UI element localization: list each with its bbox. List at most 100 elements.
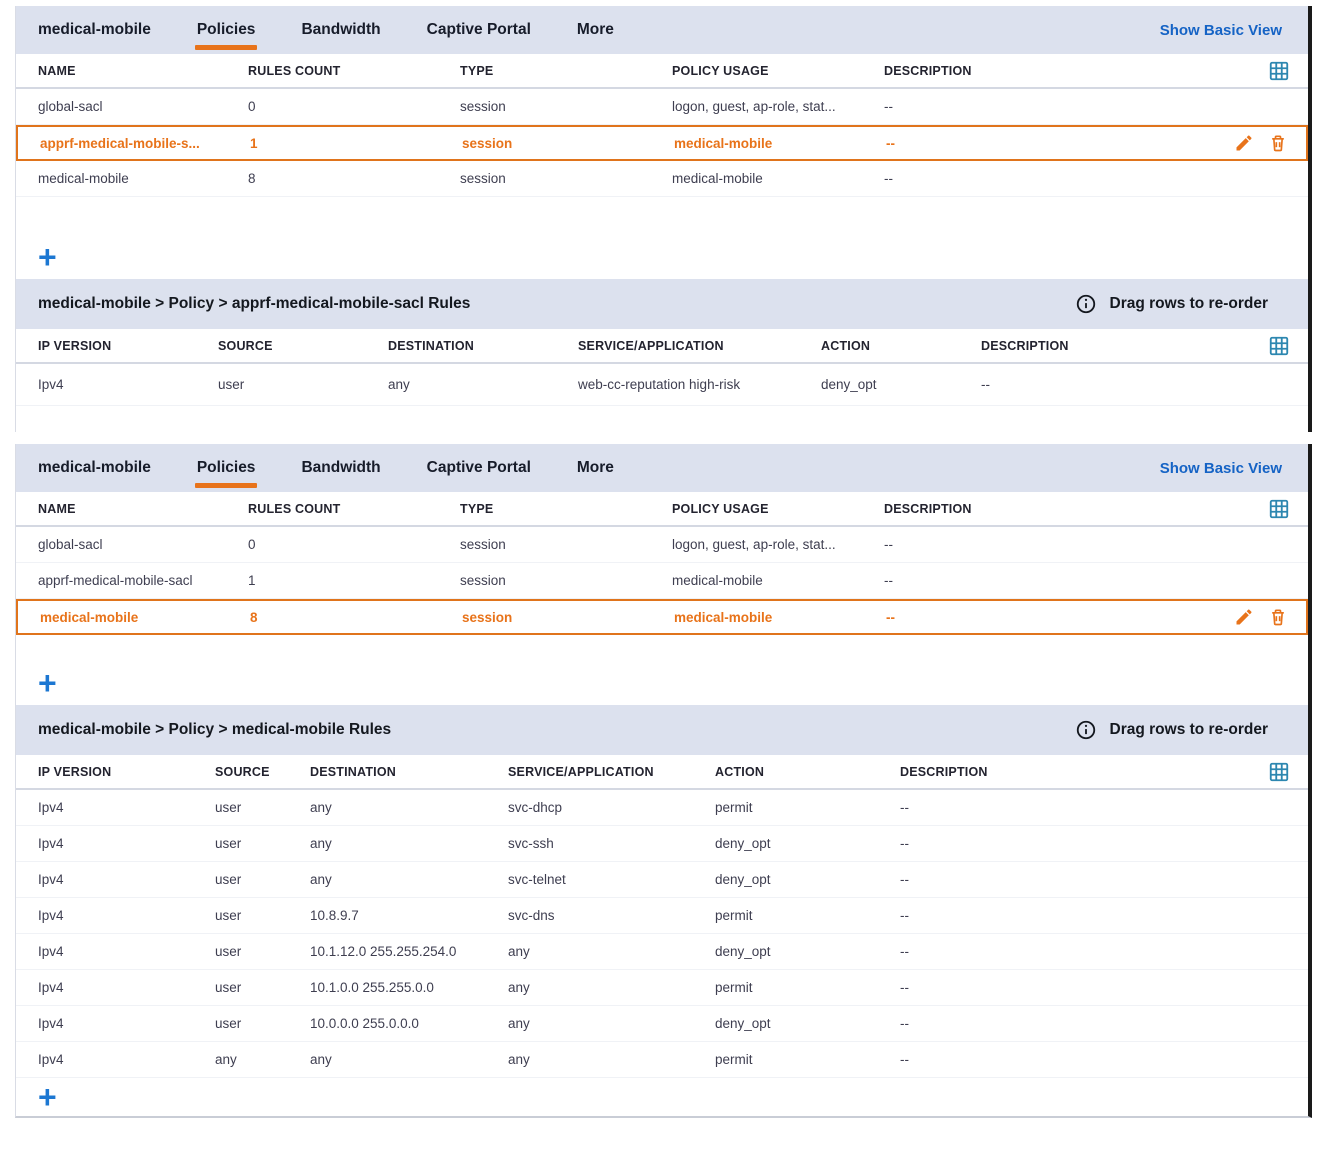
policy-description: -- (884, 171, 893, 186)
rule-row[interactable]: Ipv4 user any svc-dhcp permit -- (16, 790, 1308, 826)
rule-ip-version: Ipv4 (38, 944, 64, 959)
col-action: ACTION (821, 338, 871, 353)
rule-ip-version: Ipv4 (38, 1052, 64, 1067)
add-rule-button[interactable]: + (38, 1079, 57, 1115)
rule-row[interactable]: Ipv4 user any svc-ssh deny_opt -- (16, 826, 1308, 862)
col-source: SOURCE (215, 764, 270, 779)
tab-more[interactable]: More (576, 459, 614, 476)
rule-ip-version: Ipv4 (38, 836, 64, 851)
col-policy-usage: POLICY USAGE (672, 501, 769, 516)
policy-name: medical-mobile (40, 609, 139, 625)
info-icon (1075, 293, 1097, 315)
rule-ip-version: Ipv4 (38, 800, 64, 815)
tab-medical-mobile[interactable]: medical-mobile (38, 21, 151, 38)
col-service-application: SERVICE/APPLICATION (578, 338, 724, 353)
table-row-apprf-medical-mobile-sacl[interactable]: apprf-medical-mobile-sacl 1 session medi… (16, 563, 1308, 599)
edit-pencil-icon[interactable] (1234, 607, 1254, 627)
rule-row[interactable]: Ipv4 user 10.8.9.7 svc-dns permit -- (16, 898, 1308, 934)
tab-policies[interactable]: Policies (194, 444, 258, 492)
rule-row[interactable]: Ipv4 user 10.1.0.0 255.255.0.0 any permi… (16, 970, 1308, 1006)
table-row-apprf-medical-mobile-sacl-selected[interactable]: apprf-medical-mobile-s... 1 session medi… (16, 125, 1308, 161)
rule-service: any (508, 944, 530, 959)
show-basic-view-link[interactable]: Show Basic View (1159, 459, 1282, 477)
column-settings-icon[interactable] (1268, 335, 1290, 357)
policy-rules-count: 8 (248, 171, 256, 186)
col-policy-usage: POLICY USAGE (672, 63, 769, 78)
col-description: DESCRIPTION (884, 501, 972, 516)
policy-type: session (462, 609, 513, 625)
rule-ip-version: Ipv4 (38, 872, 64, 887)
rule-row[interactable]: Ipv4 user any web-cc-reputation high-ris… (16, 364, 1308, 406)
policy-name: global-sacl (38, 99, 103, 114)
rule-action: deny_opt (715, 836, 771, 851)
policy-usage: medical-mobile (674, 135, 773, 151)
policy-name: apprf-medical-mobile-sacl (38, 573, 193, 588)
col-source: SOURCE (218, 338, 273, 353)
policy-type: session (460, 573, 506, 588)
policy-name: global-sacl (38, 537, 103, 552)
column-settings-icon[interactable] (1268, 498, 1290, 520)
rule-source: user (215, 944, 242, 959)
rule-destination: any (310, 1052, 332, 1067)
rule-row[interactable]: Ipv4 user 10.1.12.0 255.255.254.0 any de… (16, 934, 1308, 970)
show-basic-view-link[interactable]: Show Basic View (1159, 21, 1282, 39)
delete-trash-icon[interactable] (1268, 607, 1288, 627)
column-settings-icon[interactable] (1268, 761, 1290, 783)
table-row-global-sacl[interactable]: global-sacl 0 session logon, guest, ap-r… (16, 527, 1308, 563)
rule-destination: 10.1.12.0 255.255.254.0 (310, 944, 457, 959)
rule-row[interactable]: Ipv4 any any any permit -- (16, 1042, 1308, 1078)
col-ip-version: IP VERSION (38, 764, 112, 779)
policy-usage: medical-mobile (672, 573, 763, 588)
rule-destination: 10.8.9.7 (310, 908, 359, 923)
rule-destination: any (310, 800, 332, 815)
rule-source: user (215, 980, 242, 995)
tab-captive-portal[interactable]: Captive Portal (426, 21, 531, 38)
column-settings-icon[interactable] (1268, 60, 1290, 82)
rule-source: user (215, 872, 242, 887)
rule-description: -- (900, 944, 909, 959)
policy-type: session (460, 171, 506, 186)
drag-hint-label: Drag rows to re-order (1109, 295, 1268, 312)
rule-row[interactable]: Ipv4 user any svc-telnet deny_opt -- (16, 862, 1308, 898)
drag-hint-label: Drag rows to re-order (1109, 721, 1268, 738)
col-name: NAME (38, 63, 76, 78)
table-row-global-sacl[interactable]: global-sacl 0 session logon, guest, ap-r… (16, 89, 1308, 125)
add-policy-button[interactable]: + (38, 665, 57, 701)
tab-bandwidth[interactable]: Bandwidth (301, 459, 381, 476)
rule-source: user (215, 908, 242, 923)
rule-destination: 10.0.0.0 255.0.0.0 (310, 1016, 419, 1031)
edit-pencil-icon[interactable] (1234, 133, 1254, 153)
tab-bandwidth[interactable]: Bandwidth (301, 21, 381, 38)
rule-service: web-cc-reputation high-risk (578, 377, 741, 392)
policy-panel-apprf: medical-mobile Policies Bandwidth Captiv… (15, 6, 1312, 432)
rule-description: -- (900, 1052, 909, 1067)
col-description: DESCRIPTION (884, 63, 972, 78)
policy-rules-count: 0 (248, 99, 256, 114)
rules-header-bar: medical-mobile > Policy > medical-mobile… (16, 705, 1308, 755)
policy-description: -- (884, 99, 893, 114)
policies-table-header: NAME RULES COUNT TYPE POLICY USAGE DESCR… (16, 54, 1308, 89)
tab-more[interactable]: More (576, 21, 614, 38)
col-description: DESCRIPTION (981, 338, 1069, 353)
tab-captive-portal[interactable]: Captive Portal (426, 459, 531, 476)
col-type: TYPE (460, 63, 494, 78)
rule-source: any (215, 1052, 237, 1067)
policy-rules-count: 8 (250, 609, 258, 625)
rule-row[interactable]: Ipv4 user 10.0.0.0 255.0.0.0 any deny_op… (16, 1006, 1308, 1042)
rules-header-bar: medical-mobile > Policy > apprf-medical-… (16, 279, 1308, 329)
col-service-application: SERVICE/APPLICATION (508, 764, 654, 779)
add-policy-button[interactable]: + (38, 239, 57, 275)
rule-description: -- (900, 836, 909, 851)
tab-medical-mobile[interactable]: medical-mobile (38, 459, 151, 476)
policy-panel-medical-mobile: medical-mobile Policies Bandwidth Captiv… (15, 444, 1312, 1118)
rule-source: user (215, 800, 242, 815)
rule-action: permit (715, 1052, 753, 1067)
tab-bar: medical-mobile Policies Bandwidth Captiv… (16, 444, 1308, 492)
rule-destination: 10.1.0.0 255.255.0.0 (310, 980, 434, 995)
policies-table-header: NAME RULES COUNT TYPE POLICY USAGE DESCR… (16, 492, 1308, 527)
col-rules-count: RULES COUNT (248, 501, 341, 516)
tab-policies[interactable]: Policies (194, 6, 258, 54)
table-row-medical-mobile-selected[interactable]: medical-mobile 8 session medical-mobile … (16, 599, 1308, 635)
table-row-medical-mobile[interactable]: medical-mobile 8 session medical-mobile … (16, 161, 1308, 197)
delete-trash-icon[interactable] (1268, 133, 1288, 153)
